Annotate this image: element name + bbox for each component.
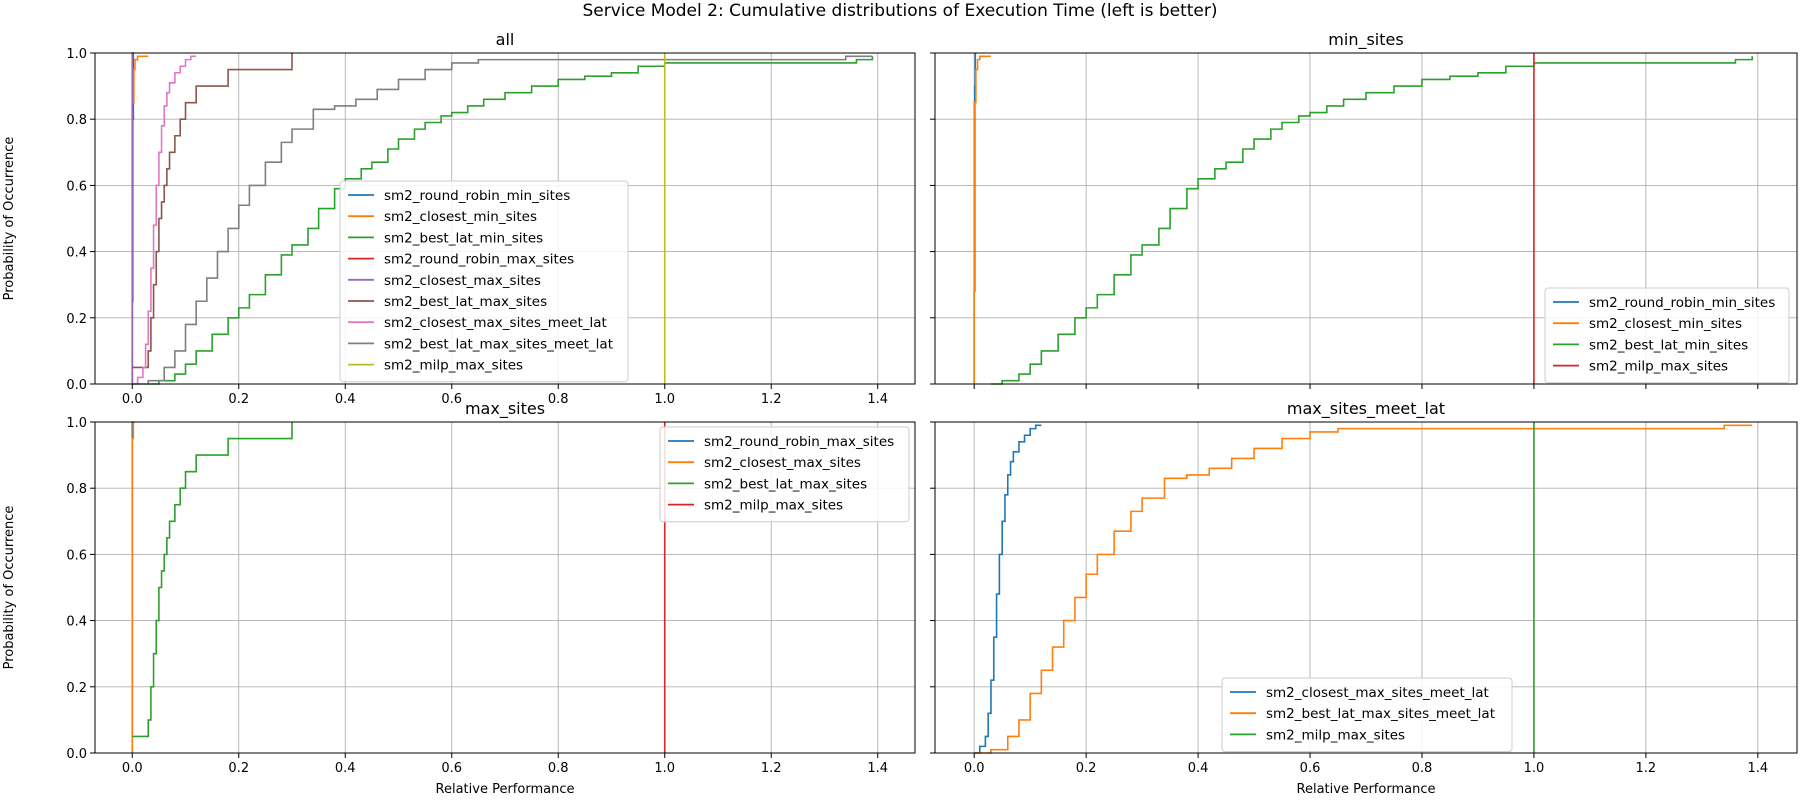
legend-label: sm2_closest_max_sites: [384, 273, 541, 289]
x-tick-label: 1.2: [1636, 761, 1657, 776]
x-axis-label: Relative Performance: [436, 782, 575, 797]
y-tick-label: 0.8: [66, 482, 87, 497]
legend-label: sm2_round_robin_min_sites: [1589, 295, 1775, 311]
subplot-title: max_sites: [465, 399, 545, 419]
legend-label: sm2_best_lat_max_sites: [704, 476, 867, 492]
x-tick-label: 1.2: [761, 761, 782, 776]
series-line-sm2_best_lat_max_sites_meet_lat: [132, 55, 873, 385]
x-tick-label: 0.8: [548, 761, 569, 776]
y-tick-label: 1.0: [66, 416, 87, 431]
series-line-sm2_best_lat_max_sites: [132, 422, 293, 738]
series-line-sm2_best_lat_max_sites: [132, 53, 293, 369]
legend: sm2_round_robin_max_sites sm2_closest_max…: [659, 426, 910, 523]
legend: sm2_closest_max_sites_meet_lat sm2_best_l…: [1221, 677, 1513, 753]
series-line-sm2_closest_min_sites: [131, 55, 149, 384]
series-line-sm2_closest_max_sites: [131, 421, 135, 753]
x-tick-label: 0.2: [228, 392, 249, 407]
legend: sm2_round_robin_min_sites sm2_closest_min…: [339, 180, 629, 383]
legend: sm2_round_robin_min_sites sm2_closest_min…: [1544, 287, 1790, 384]
y-tick-label: 0.6: [66, 179, 87, 194]
x-tick-label: 0.8: [548, 392, 569, 407]
legend-label: sm2_milp_max_sites: [1266, 727, 1405, 743]
legend-label: sm2_round_robin_min_sites: [384, 188, 570, 204]
legend-label: sm2_best_lat_max_sites: [384, 294, 547, 310]
series-line-sm2_closest_max_sites_meet_lat: [974, 424, 1042, 754]
legend-label: sm2_best_lat_max_sites_meet_lat: [384, 336, 613, 352]
legend-label: sm2_closest_max_sites_meet_lat: [384, 315, 607, 331]
series-line-sm2_best_lat_min_sites: [148, 56, 874, 385]
subplot-title: min_sites: [1328, 30, 1403, 50]
x-tick-label: 0.6: [1300, 761, 1321, 776]
subplot-title: max_sites_meet_lat: [1287, 399, 1445, 419]
subplot-min_sites: min_sites sm2_round_robin_min_sites sm2_cl…: [930, 30, 1798, 389]
y-tick-label: 0.4: [66, 615, 87, 630]
legend-label: sm2_closest_min_sites: [384, 209, 537, 225]
x-tick-label: 1.0: [1524, 761, 1545, 776]
legend-label: sm2_best_lat_min_sites: [1589, 337, 1748, 353]
x-tick-label: 0.2: [1076, 761, 1097, 776]
y-tick-label: 0.4: [66, 246, 87, 261]
x-tick-label: 0.2: [228, 761, 249, 776]
x-tick-label: 1.2: [761, 392, 782, 407]
y-tick-label: 1.0: [66, 47, 87, 62]
x-tick-label: 0.4: [1188, 761, 1209, 776]
y-tick-label: 0.0: [66, 378, 87, 393]
x-tick-label: 0.6: [441, 761, 462, 776]
legend-box: [659, 426, 910, 523]
x-tick-label: 1.4: [867, 761, 888, 776]
axes-frame: [934, 52, 1798, 385]
x-tick-label: 0.6: [441, 392, 462, 407]
x-tick-label: 1.4: [1747, 761, 1768, 776]
legend-label: sm2_closest_max_sites: [704, 455, 861, 471]
x-tick-label: 0.4: [335, 392, 356, 407]
y-tick-label: 0.6: [66, 548, 87, 563]
x-tick-label: 0.0: [122, 761, 143, 776]
series-line-sm2_closest_max_sites_meet_lat: [132, 55, 197, 385]
legend-label: sm2_milp_max_sites: [704, 498, 843, 514]
legend-label: sm2_milp_max_sites: [384, 358, 523, 374]
x-tick-label: 1.0: [654, 761, 675, 776]
legend-label: sm2_round_robin_max_sites: [384, 252, 574, 268]
series-line-sm2_closest_min_sites: [973, 55, 991, 384]
x-axis-label: Relative Performance: [1297, 782, 1436, 797]
legend-label: sm2_closest_max_sites_meet_lat: [1266, 685, 1489, 701]
axes-frame: [94, 52, 916, 385]
axes-frame: [94, 421, 916, 754]
figure-title: Service Model 2: Cumulative distribution…: [582, 1, 1218, 21]
x-tick-label: 0.4: [335, 761, 356, 776]
y-tick-label: 0.2: [66, 312, 87, 327]
x-tick-label: 1.4: [867, 392, 888, 407]
legend-label: sm2_round_robin_max_sites: [704, 434, 894, 450]
subplot-max_sites: 0.0 0.2 0.4 0.6 0.8 1.0 1.2 1.4 0.0 0.2 0.4 0.6 0.8 1…: [2, 399, 916, 797]
y-tick-label: 0.0: [66, 747, 87, 762]
subplot-title: all: [496, 30, 515, 49]
axes-frame: [934, 421, 1798, 754]
x-tick-label: 0.8: [1412, 761, 1433, 776]
legend-label: sm2_best_lat_max_sites_meet_lat: [1266, 706, 1495, 722]
legend-box: [339, 180, 629, 383]
legend-box: [1544, 287, 1790, 384]
subplot-max_sites_meet_lat: 0.0 0.2 0.4 0.6 0.8 1.0 1.2 1.4 max_sites_meet_l…: [930, 399, 1798, 797]
y-axis-label: Probability of Occurrence: [2, 137, 17, 301]
legend-box: [1221, 677, 1513, 753]
subplot-all: 0.0 0.2 0.4 0.6 0.8 1.0 1.2 1.4 0.0 0.2 0.4 0.6 0.8 1…: [2, 30, 916, 407]
y-tick-label: 0.2: [66, 681, 87, 696]
y-axis-label: Probability of Occurrence: [2, 506, 17, 670]
legend-label: sm2_closest_min_sites: [1589, 316, 1742, 332]
series-line-sm2_best_lat_min_sites: [990, 56, 1754, 385]
series-line-sm2_best_lat_max_sites_meet_lat: [974, 424, 1753, 754]
x-tick-label: 0.0: [122, 392, 143, 407]
legend-label: sm2_best_lat_min_sites: [384, 230, 543, 246]
legend-label: sm2_milp_max_sites: [1589, 359, 1728, 375]
y-tick-label: 0.8: [66, 113, 87, 128]
x-tick-label: 1.0: [654, 392, 675, 407]
x-tick-label: 0.0: [964, 761, 985, 776]
